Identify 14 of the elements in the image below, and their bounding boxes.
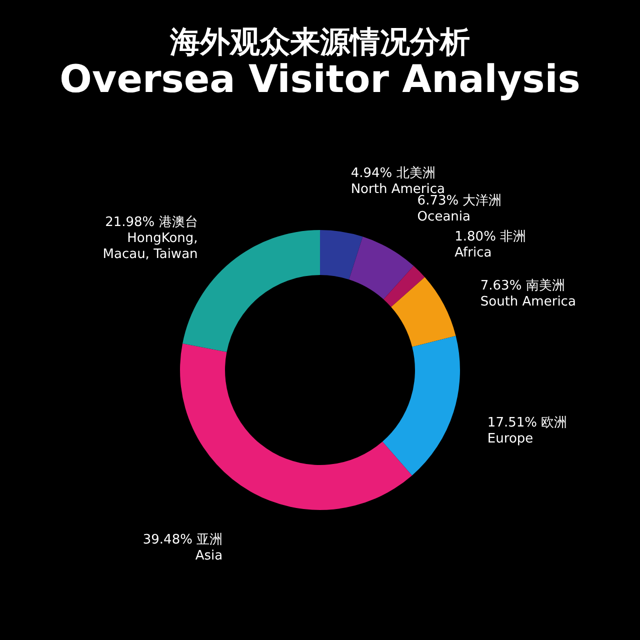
- donut-slice: [384, 266, 425, 307]
- chart-subtitle: Oversea Visitor Analysis: [60, 57, 580, 101]
- slice-label: 39.48% 亚洲 Asia: [142, 532, 223, 564]
- slice-label: 1.80% 非洲 Africa: [454, 229, 526, 260]
- slice-label: 6.73% 大洋洲 Oceania: [417, 194, 502, 225]
- donut-slice: [391, 277, 456, 347]
- chart-title: 海外观众来源情况分析: [169, 25, 470, 60]
- donut-slice: [348, 236, 414, 300]
- slice-label: 7.63% 南美洲 South America: [480, 277, 576, 310]
- donut-slice: [382, 336, 460, 476]
- slice-label: 21.98% 港澳台 HongKong, Macau, Taiwan: [102, 214, 198, 262]
- slice-label: 17.51% 欧洲 Europe: [487, 415, 568, 446]
- donut-slice: [180, 343, 412, 510]
- donut-slice: [320, 230, 363, 280]
